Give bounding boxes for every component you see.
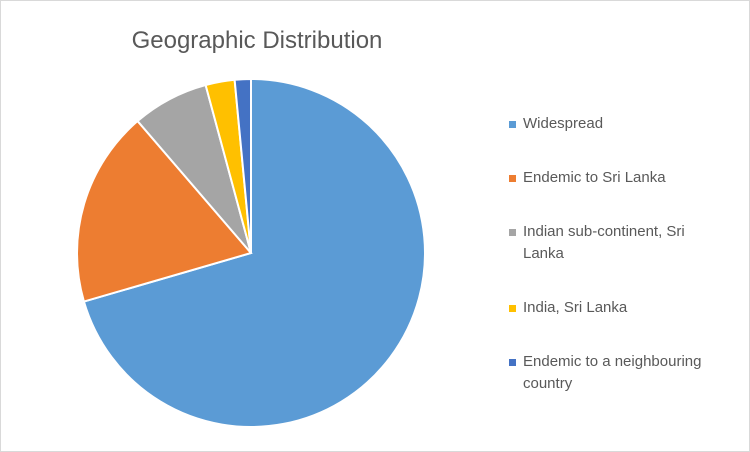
legend-entry: Widespread <box>509 113 739 135</box>
legend-label: Endemic to Sri Lanka <box>523 169 666 186</box>
legend-swatch <box>509 305 516 312</box>
legend: Widespread Endemic to Sri Lanka Indian sub… <box>509 113 739 395</box>
legend-entry: Indian sub-continent, Sri Lanka <box>509 221 739 265</box>
legend-swatch <box>509 229 516 236</box>
legend-entry: Endemic to a neighbouring country <box>509 351 739 395</box>
legend-label: India, Sri Lanka <box>523 299 628 316</box>
pie-slice <box>82 77 426 428</box>
legend-label: Widespread <box>523 115 604 132</box>
pie-area <box>76 77 426 428</box>
pie-slice <box>233 77 252 254</box>
pie-slice <box>76 119 253 303</box>
legend-swatch <box>509 175 516 182</box>
legend-entry: Endemic to Sri Lanka <box>509 167 739 189</box>
legend-swatch <box>509 121 516 128</box>
legend-entry: India, Sri Lanka <box>509 297 739 319</box>
legend-label: Indian sub-continent, Sri Lanka <box>523 223 685 262</box>
chart-title: Geographic Distribution <box>131 27 383 54</box>
legend-label: Endemic to a neighbouring country <box>523 353 702 392</box>
legend-swatch <box>509 359 516 366</box>
